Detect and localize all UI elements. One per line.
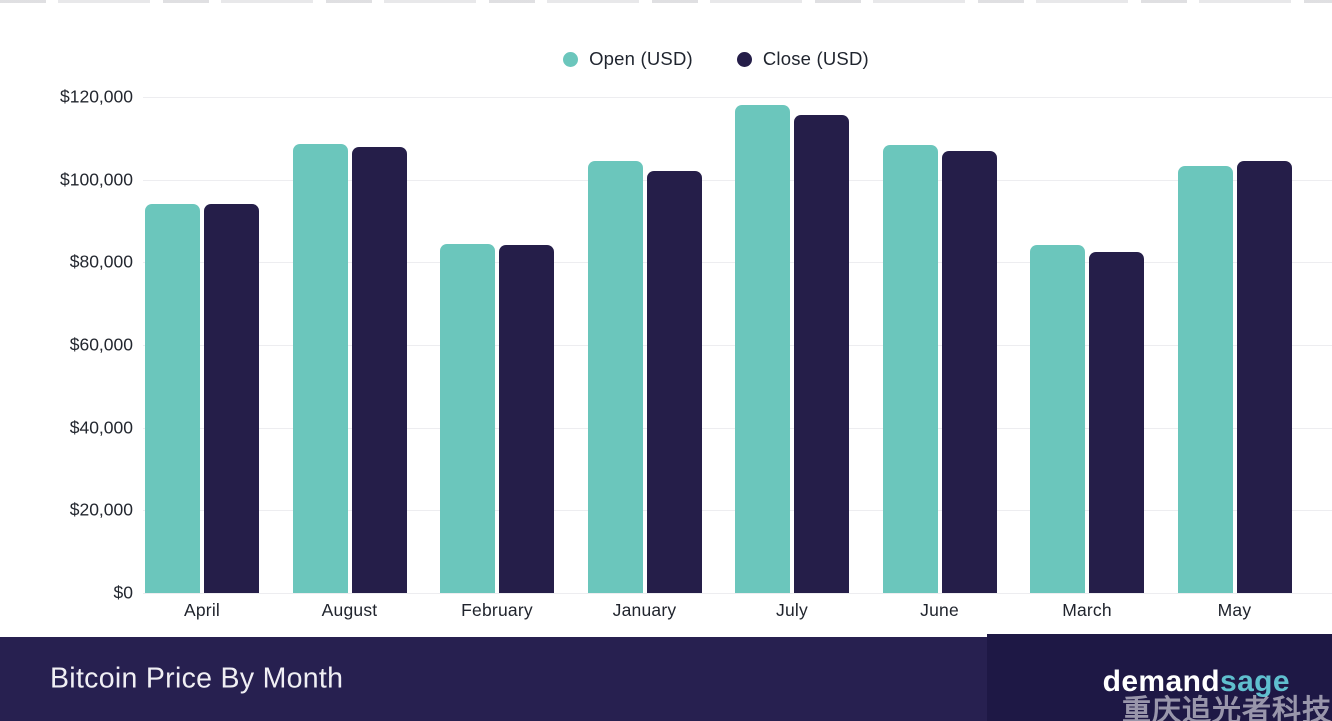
x-axis-label: June [920, 600, 959, 620]
demandsage-logo: demandsage [1103, 665, 1290, 699]
brand-box: demandsage 重庆追光者科技 [987, 634, 1332, 721]
watermark-text: 重庆追光者科技 [1121, 695, 1332, 721]
y-axis-tick-label: $80,000 [69, 251, 133, 272]
bar-chart: $0 $20,000 $40,000 $60,000 $80,000 $100,000 $1… [60, 86, 1332, 620]
legend-swatch-icon [563, 51, 579, 67]
bar-open-january [587, 160, 643, 593]
x-axis-label: August [321, 600, 378, 620]
x-axis-label: February [461, 600, 533, 620]
y-axis-tick-label: $60,000 [69, 334, 133, 355]
y-axis-tick-label: $0 [113, 582, 133, 603]
bar-close-july [794, 115, 849, 593]
bar-close-april [204, 204, 259, 593]
brand-demand: demand [1102, 665, 1221, 698]
bar-close-august [351, 147, 407, 593]
bar-close-january [646, 170, 702, 593]
x-axis-label: January [612, 600, 677, 620]
legend-label: Open (USD) [589, 48, 693, 69]
chart-title: Bitcoin Price By Month [50, 662, 344, 695]
chart-legend: Open (USD) Close (USD) [50, 48, 1332, 70]
x-axis-label: March [1062, 600, 1112, 620]
legend-swatch-icon [736, 51, 752, 67]
bar-open-august [292, 144, 348, 593]
legend-item-close: Close (USD) [736, 48, 869, 70]
y-axis-tick-label: $20,000 [69, 499, 133, 520]
legend-label: Close (USD) [762, 48, 869, 69]
bar-close-june [941, 150, 997, 593]
legend-item-open: Open (USD) [563, 48, 693, 70]
bar-close-march [1089, 252, 1144, 593]
bar-open-february [440, 243, 495, 593]
bar-close-february [499, 244, 554, 593]
bar-open-march [1030, 244, 1085, 593]
x-axis-label: July [776, 600, 808, 620]
bar-open-june [882, 145, 938, 593]
x-axis-label: April [183, 600, 220, 620]
y-axis-tick-label: $40,000 [69, 417, 133, 438]
bar-open-april [145, 204, 200, 593]
gridline [143, 97, 1332, 98]
brand-sage: sage [1220, 665, 1290, 698]
bar-open-may [1177, 165, 1233, 593]
y-axis-tick-label: $120,000 [60, 86, 133, 107]
bars-layer [145, 105, 1292, 593]
bar-open-july [735, 105, 790, 593]
gridline [143, 593, 1332, 594]
x-axis-label: May [1217, 600, 1252, 620]
cropped-top-artifact [0, 0, 1332, 3]
bar-close-may [1236, 161, 1292, 593]
y-axis-tick-label: $100,000 [60, 169, 133, 190]
